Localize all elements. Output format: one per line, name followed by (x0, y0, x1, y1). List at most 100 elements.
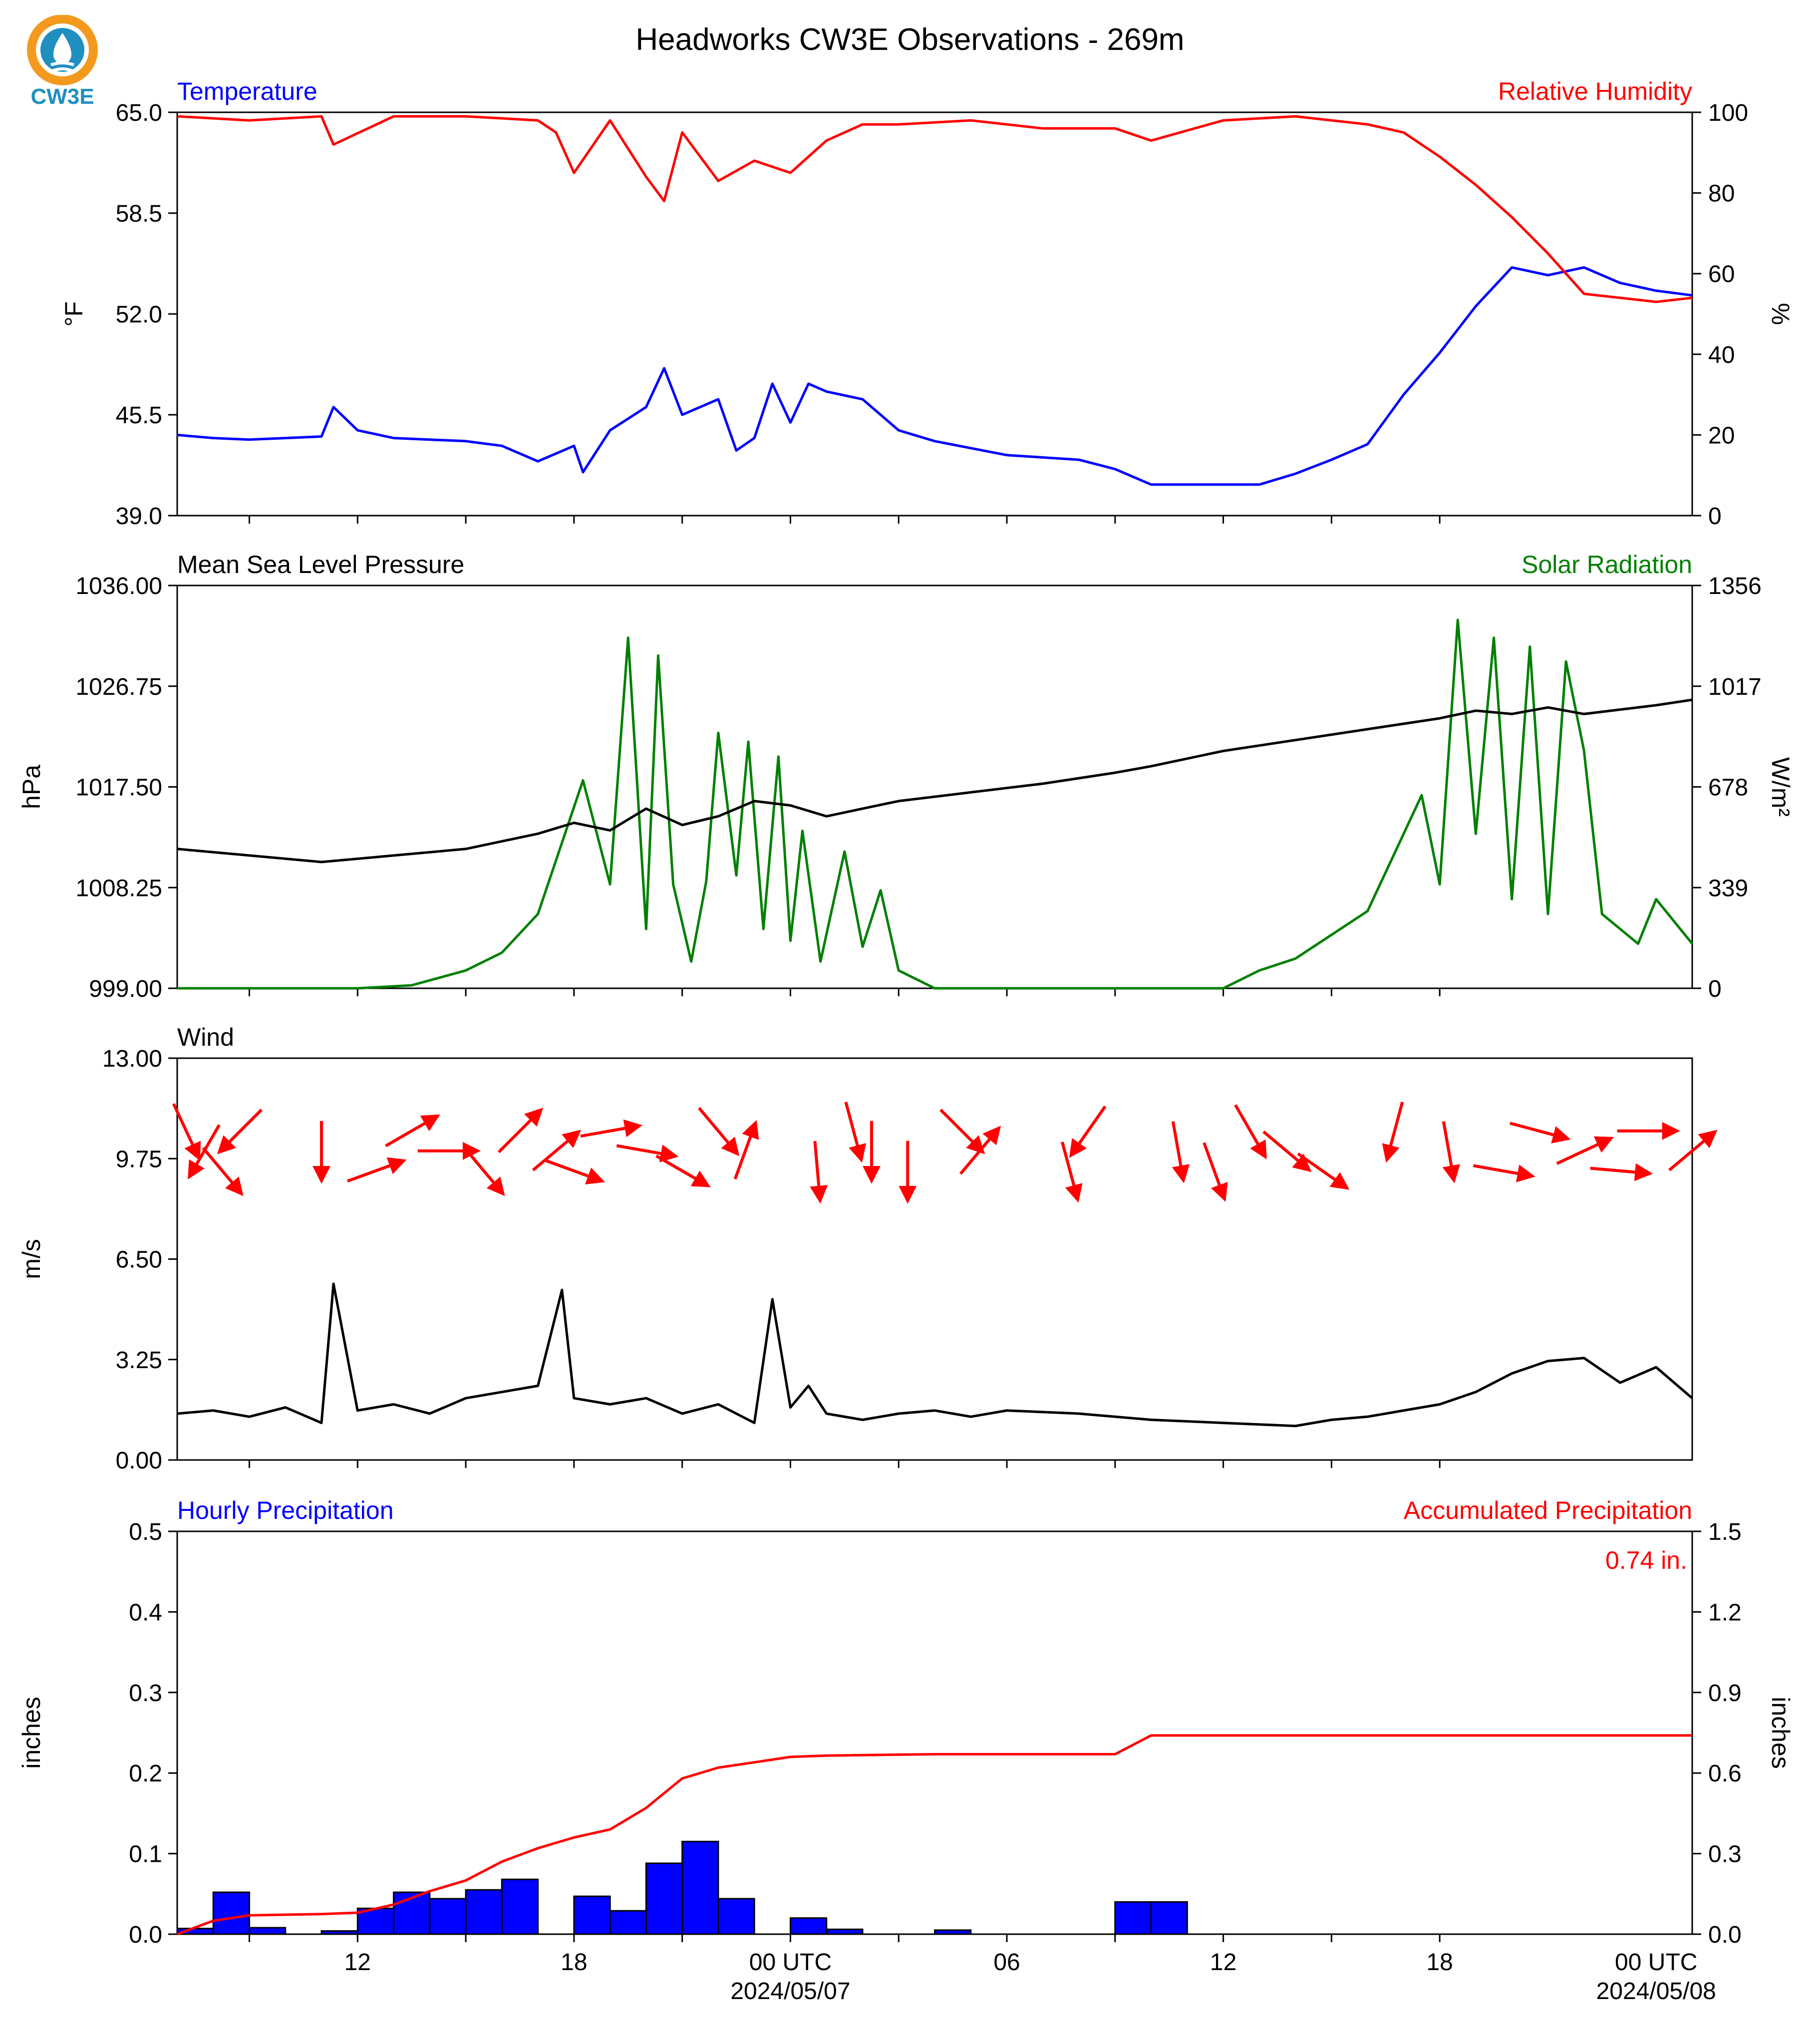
y-tick-right-label: 0.9 (1708, 1680, 1742, 1707)
y-tick-label: 52.0 (116, 301, 162, 328)
hourly-precip-bar (645, 1862, 683, 1935)
accumulated-precip-line (177, 1734, 1692, 1936)
y-tick-right-label: 60 (1708, 261, 1735, 288)
hourly-precip-bar (1114, 1901, 1152, 1935)
x-tick-label: 12 (344, 1949, 371, 1976)
y-tick-right-label: 0 (1708, 503, 1722, 530)
panel-left-title: Temperature (177, 77, 317, 105)
y-tick-right-label: 678 (1708, 775, 1748, 801)
wind-direction-arrow (1590, 1163, 1653, 1181)
y-tick-label: 0.5 (129, 1519, 162, 1545)
y-axis-label: m/s (17, 1239, 45, 1279)
wind-direction-arrow (1203, 1142, 1228, 1202)
wind-direction-arrow (1262, 1130, 1312, 1172)
hourly-precip-bar (393, 1891, 431, 1935)
y-tick-label: 39.0 (116, 503, 162, 530)
wind-direction-arrow (217, 1109, 263, 1155)
wind-direction-arrow (497, 1108, 544, 1154)
hourly-precip-bar (789, 1917, 828, 1935)
humidity-line (177, 115, 1693, 303)
cw3e-logo: CW3E (25, 14, 100, 110)
y-tick-label: 0.4 (129, 1599, 162, 1626)
y-tick-label: 0.3 (129, 1680, 162, 1707)
y-tick-right-label: 0 (1708, 976, 1722, 1002)
wind-direction-arrow (1442, 1121, 1461, 1183)
x-tick-label: 18 (1426, 1949, 1453, 1976)
hourly-precip-bar (826, 1928, 864, 1935)
wind-direction-arrow (545, 1159, 605, 1184)
wind-direction-arrow (1297, 1152, 1350, 1190)
hourly-precip-bar (429, 1898, 467, 1935)
panel-right-title: Solar Radiation (1521, 551, 1692, 579)
hourly-precip-bar (573, 1895, 611, 1935)
solar-radiation-line (177, 618, 1693, 990)
y-tick-label: 0.0 (129, 1922, 162, 1948)
hourly-precip-bar (465, 1889, 503, 1935)
y-tick-label: 58.5 (116, 201, 162, 227)
y-axis-label: °F (60, 301, 88, 327)
wind-direction-arrow (616, 1144, 679, 1162)
wind-direction-arrow (1382, 1102, 1404, 1163)
x-tick-label: 00 UTC (1615, 1949, 1697, 1976)
chart-panels: 39.0 45.5 52.0 58.5 65.0 0 20 40 60 80 100 Temperat… (17, 77, 1795, 2005)
hourly-precip-bar (609, 1910, 647, 1935)
hourly-precip-bar (249, 1927, 287, 1935)
y-tick-label: 6.50 (116, 1247, 162, 1273)
panel-right-title: Accumulated Precipitation (1404, 1496, 1692, 1524)
wind-direction-arrow (532, 1130, 582, 1171)
y-axis-label: inches (17, 1697, 45, 1769)
y-tick-label: 1036.00 (75, 573, 162, 599)
y-tick-label: 0.00 (116, 1448, 162, 1474)
wind-direction-arrow (733, 1120, 759, 1180)
y-tick-label: 45.5 (116, 402, 162, 429)
hourly-precip-bar (934, 1929, 972, 1935)
y-tick-right-label: 339 (1708, 875, 1748, 901)
y-tick-right-label: 100 (1708, 100, 1748, 126)
y-axis-label: hPa (17, 765, 45, 809)
wind-direction-arrow (655, 1155, 711, 1187)
wind-direction-arrow (172, 1103, 201, 1161)
wind-direction-arrow (1510, 1122, 1571, 1144)
x-date-label: 2024/05/07 (730, 1978, 850, 2005)
panel-left-title: Wind (177, 1023, 234, 1051)
panel-left-title: Hourly Precipitation (177, 1496, 394, 1524)
wind-direction-arrow (810, 1141, 828, 1204)
temperature-line (177, 266, 1693, 486)
pressure-line (177, 698, 1693, 864)
y-tick-right-label: 1.5 (1708, 1519, 1742, 1545)
y-tick-right-label: 80 (1708, 181, 1735, 207)
y-tick-label: 65.0 (116, 100, 162, 126)
hourly-precip-bar (212, 1891, 251, 1935)
y-tick-label: 0.2 (129, 1760, 162, 1787)
wind-direction-arrow (698, 1107, 740, 1157)
hourly-precip-bar (681, 1840, 719, 1935)
hourly-precip-bar (717, 1898, 755, 1935)
plot-frame (176, 111, 1693, 517)
chart-title: Headworks CW3E Observations - 269m (635, 22, 1184, 57)
wind-direction-arrow (1556, 1136, 1614, 1165)
y-tick-right-label: 0.6 (1708, 1760, 1742, 1787)
plot-frame (176, 1057, 1693, 1461)
plot-frame (176, 584, 1693, 989)
x-tick-label: 06 (993, 1949, 1020, 1976)
y-tick-right-label: 0.3 (1708, 1841, 1742, 1868)
wind-direction-arrow (385, 1114, 440, 1148)
x-date-label: 2024/05/08 (1596, 1978, 1716, 2005)
y-tick-label: 9.75 (116, 1146, 162, 1172)
wind-direction-arrow (844, 1102, 867, 1163)
y-axis-right-label: inches (1767, 1697, 1795, 1769)
hourly-precip-bar (1150, 1901, 1188, 1935)
y-tick-right-label: 0.0 (1708, 1922, 1742, 1948)
hourly-precip-bar (501, 1878, 539, 1935)
y-tick-label: 999.00 (89, 976, 162, 1002)
y-tick-right-label: 40 (1708, 342, 1735, 368)
hourly-precip-bar (320, 1930, 358, 1935)
y-tick-label: 3.25 (116, 1347, 162, 1374)
y-axis-right-label: W/m² (1767, 757, 1795, 817)
y-tick-label: 1017.50 (75, 775, 162, 801)
y-tick-right-label: 1356 (1708, 573, 1762, 599)
y-tick-right-label: 1017 (1708, 674, 1762, 700)
y-tick-right-label: 1.2 (1708, 1599, 1742, 1626)
wind-direction-arrow (1061, 1142, 1083, 1203)
